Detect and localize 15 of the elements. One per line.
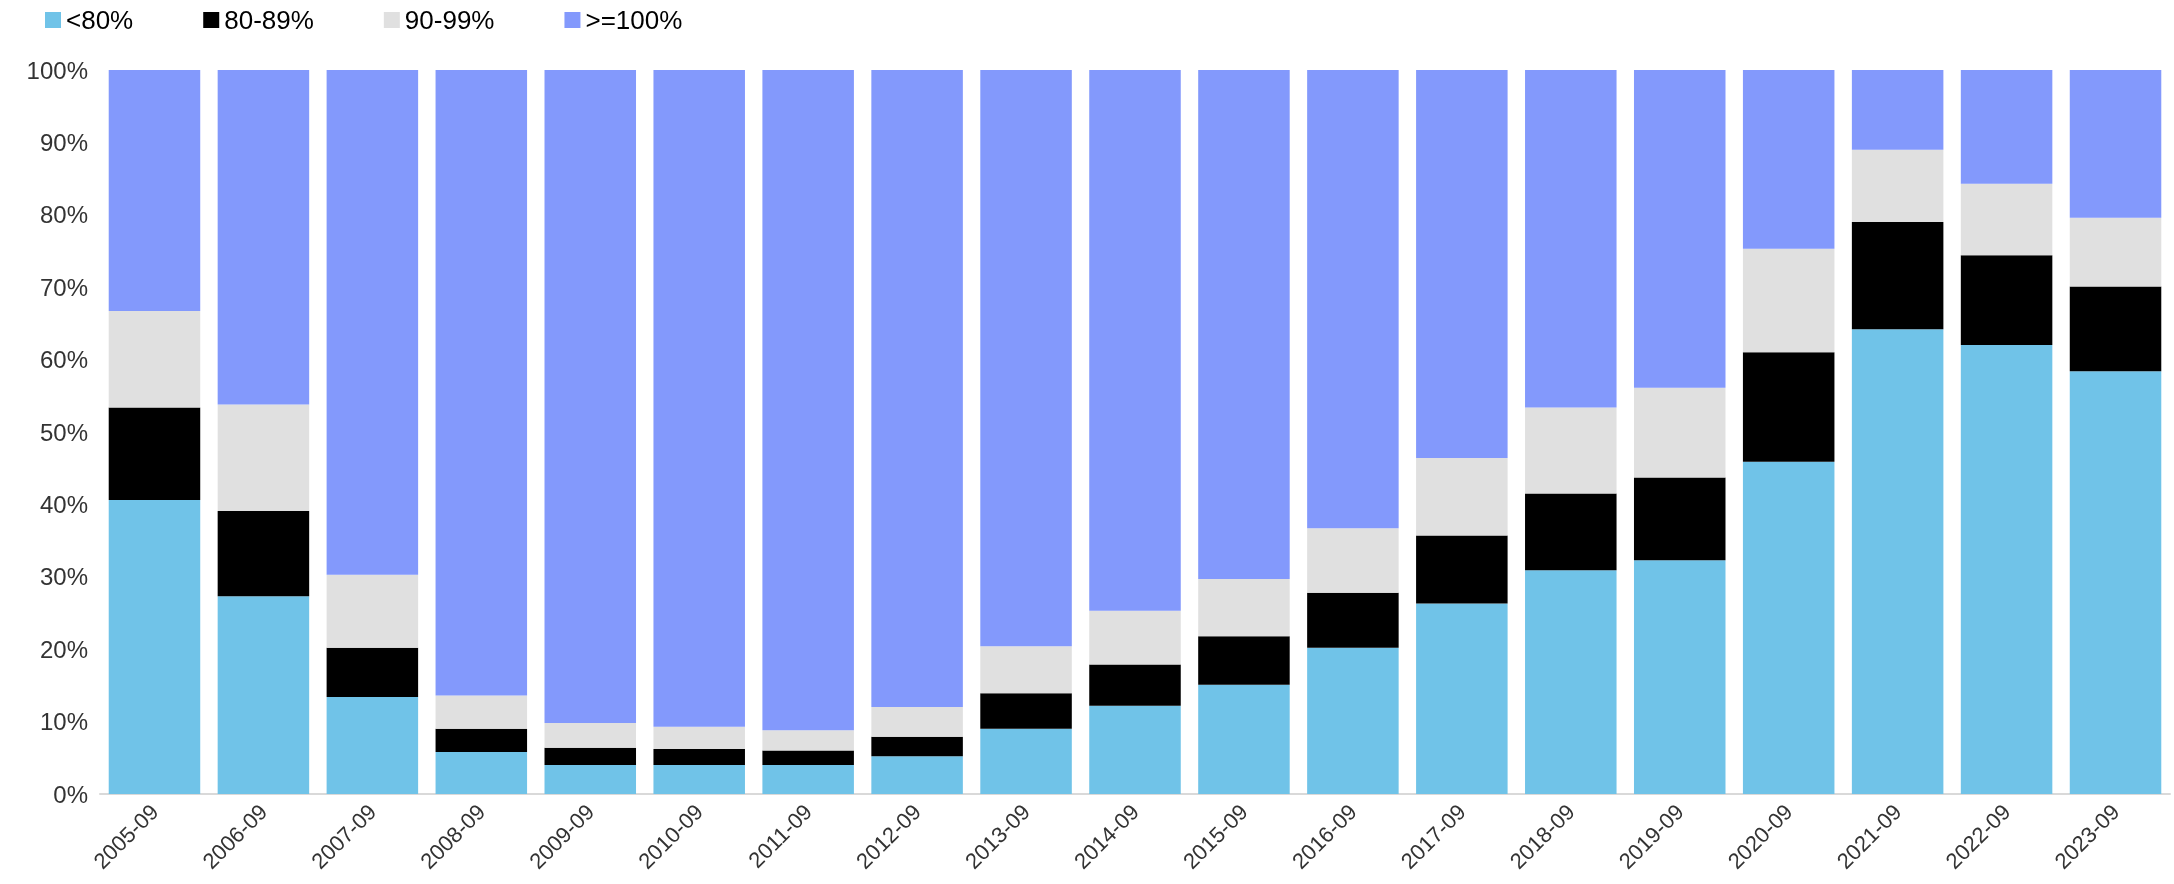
y-tick-label: 80% [39, 201, 88, 229]
y-tick-label: 40% [39, 490, 88, 518]
y-tick-label: 0% [53, 780, 88, 808]
y-tick-label: 90% [39, 128, 88, 156]
y-tick-label: 100% [26, 56, 88, 84]
y-tick-label: 60% [39, 346, 88, 374]
legend-label: 90-99% [404, 5, 495, 35]
y-tick-label: 30% [39, 563, 88, 591]
legend-label: <80% [66, 5, 134, 35]
legend-label: 80-89% [224, 5, 314, 35]
legend-label: >=100% [585, 5, 683, 35]
y-tick-label: 20% [39, 635, 88, 663]
y-tick-label: 70% [39, 273, 88, 301]
y-tick-label: 10% [39, 708, 88, 736]
y-tick-label: 50% [39, 418, 88, 446]
